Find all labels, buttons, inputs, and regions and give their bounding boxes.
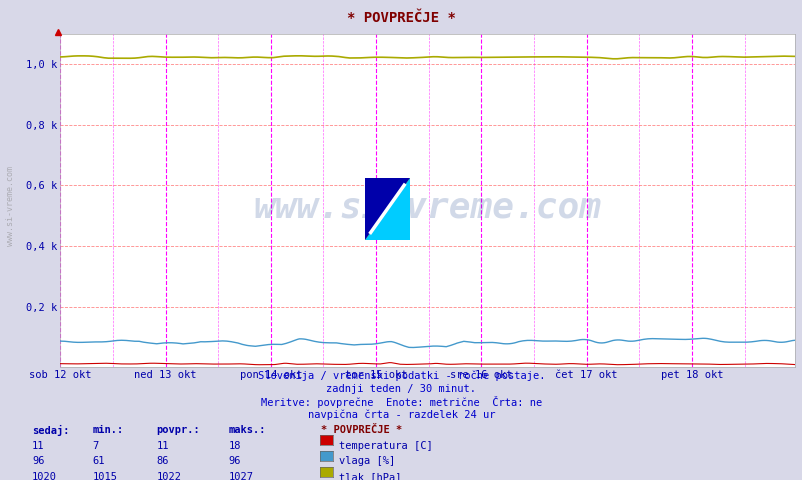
Text: min.:: min.: [92,425,124,435]
Polygon shape [365,178,409,240]
Text: Slovenija / vremenski podatki - ročne postaje.: Slovenija / vremenski podatki - ročne po… [257,371,545,381]
Text: * POVPREČJE *: * POVPREČJE * [346,11,456,24]
Text: tlak [hPa]: tlak [hPa] [338,472,401,480]
Text: 7: 7 [92,441,99,451]
Text: 11: 11 [32,441,45,451]
Text: 11: 11 [156,441,169,451]
Text: 1027: 1027 [229,472,253,480]
Text: 18: 18 [229,441,241,451]
Text: 61: 61 [92,456,105,467]
Text: 96: 96 [229,456,241,467]
Text: www.si-vreme.com: www.si-vreme.com [6,167,15,246]
Text: povpr.:: povpr.: [156,425,200,435]
Text: 86: 86 [156,456,169,467]
Text: sedaj:: sedaj: [32,425,70,436]
Polygon shape [365,178,409,240]
Text: 1015: 1015 [92,472,117,480]
Text: 1020: 1020 [32,472,57,480]
Text: zadnji teden / 30 minut.: zadnji teden / 30 minut. [326,384,476,394]
Text: www.si-vreme.com: www.si-vreme.com [253,190,601,224]
Text: vlaga [%]: vlaga [%] [338,456,395,467]
Text: navpična črta - razdelek 24 ur: navpična črta - razdelek 24 ur [307,409,495,420]
Text: 96: 96 [32,456,45,467]
Text: temperatura [C]: temperatura [C] [338,441,432,451]
Text: * POVPREČJE *: * POVPREČJE * [321,425,402,435]
Text: maks.:: maks.: [229,425,266,435]
Text: Meritve: povprečne  Enote: metrične  Črta: ne: Meritve: povprečne Enote: metrične Črta:… [261,396,541,408]
Text: 1022: 1022 [156,472,181,480]
